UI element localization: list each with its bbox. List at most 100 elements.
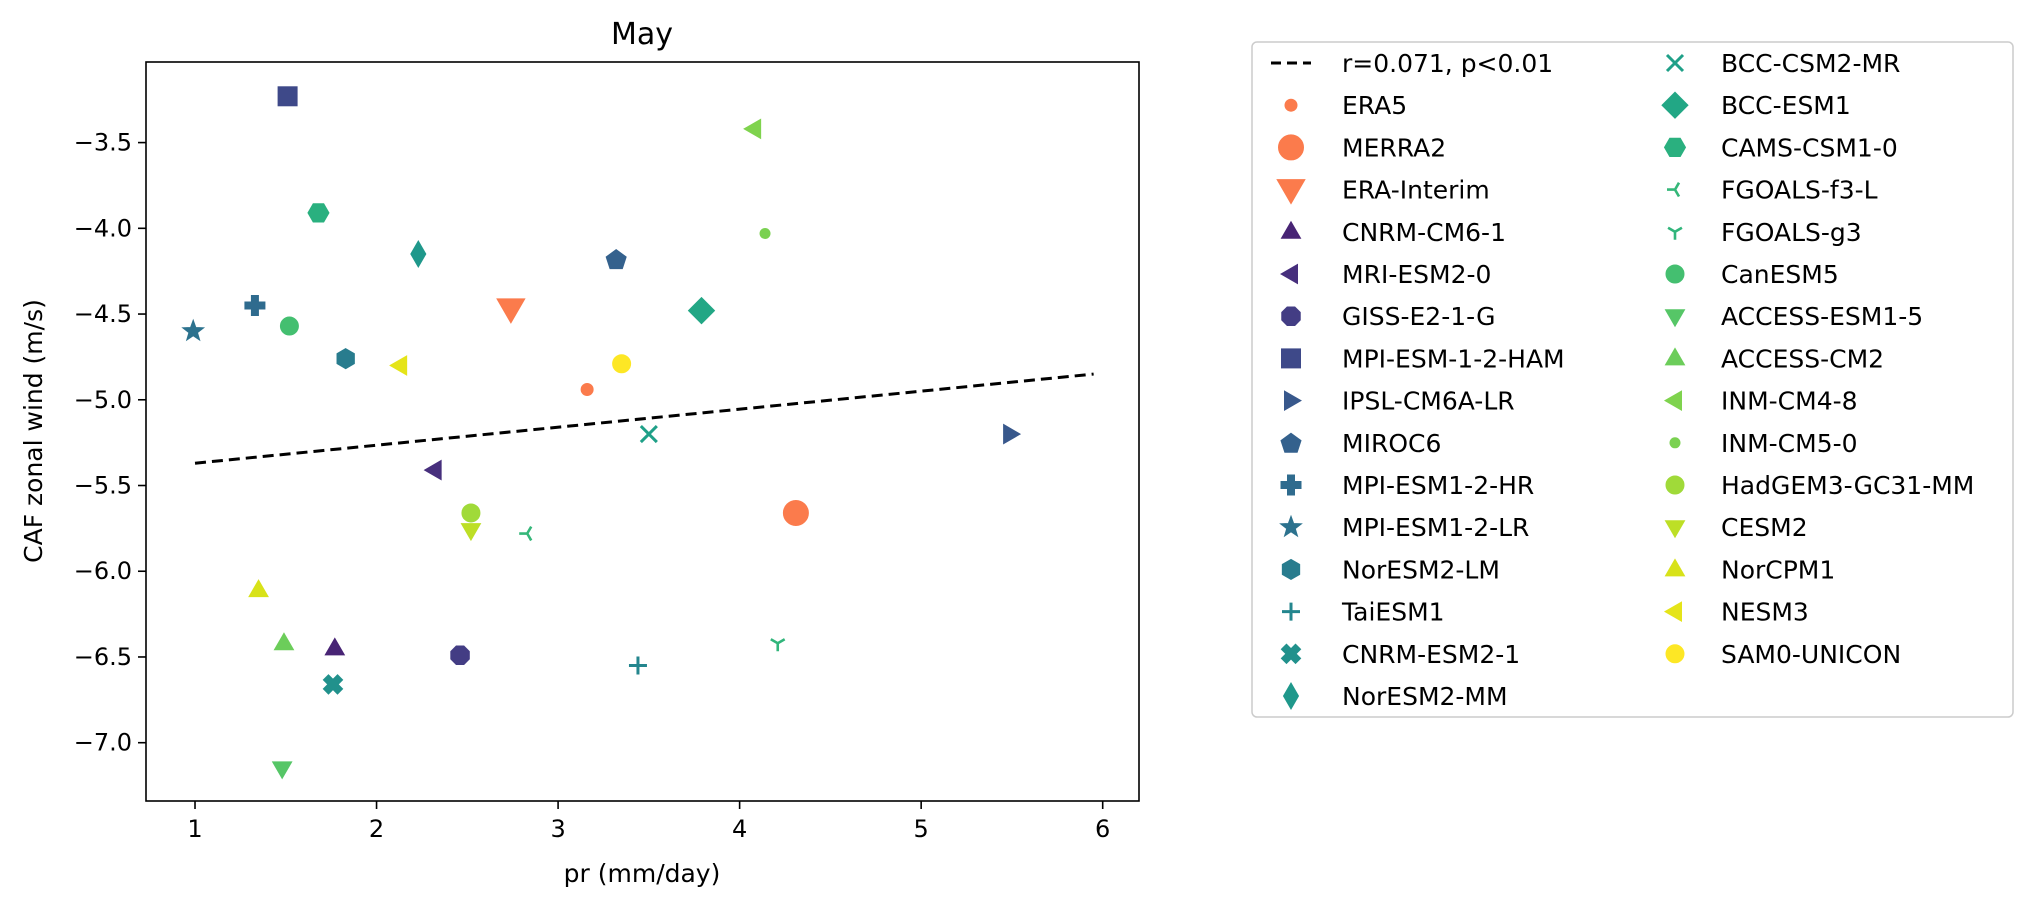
legend-marker — [1280, 643, 1302, 665]
legend-marker — [1284, 390, 1302, 411]
legend-marker — [1281, 348, 1301, 369]
data-point — [423, 459, 442, 481]
legend-label: GISS-E2-1-G — [1342, 302, 1495, 331]
legend-marker — [1664, 558, 1686, 577]
legend-label: MERRA2 — [1342, 133, 1446, 162]
regression-line — [194, 372, 1094, 465]
legend-label: ACCESS-ESM1-5 — [1721, 302, 1923, 331]
legend-label: FGOALS-f3-L — [1721, 176, 1878, 205]
legend-marker — [1664, 520, 1686, 539]
data-point — [322, 674, 344, 695]
legend-box — [1251, 41, 2014, 718]
legend-label: BCC-ESM1 — [1721, 91, 1851, 120]
legend-label: MIROC6 — [1342, 429, 1441, 458]
data-point — [580, 382, 594, 396]
x-axis-label: pr (mm/day) — [564, 859, 721, 888]
plot-area — [181, 86, 1094, 780]
legend-label: NorCPM1 — [1721, 555, 1835, 584]
y-tick-label: −5.5 — [74, 472, 132, 500]
legend-label: NorESM2-MM — [1342, 682, 1508, 711]
legend-marker — [1664, 309, 1686, 328]
data-point — [307, 203, 330, 223]
legend-label: MPI-ESM1-2-LR — [1342, 513, 1529, 542]
legend-label: NorESM2-LM — [1342, 555, 1500, 584]
data-point — [496, 298, 526, 324]
data-point — [782, 499, 809, 526]
data-point — [639, 425, 658, 444]
legend-label: ERA5 — [1342, 91, 1407, 120]
x-tick-label: 6 — [1095, 815, 1110, 843]
data-point — [519, 525, 533, 542]
legend-marker — [1281, 306, 1301, 326]
data-point — [461, 503, 481, 523]
legend-label: NESM3 — [1721, 598, 1809, 627]
legend-label: MPI-ESM1-2-HR — [1342, 471, 1534, 500]
legend-label: CanESM5 — [1721, 260, 1839, 289]
data-point — [612, 354, 632, 374]
legend-label: SAM0-UNICON — [1721, 640, 1901, 669]
legend-label: CNRM-CM6-1 — [1342, 218, 1506, 247]
y-axis-label: CAF zonal wind (m/s) — [19, 299, 48, 563]
legend-marker — [1665, 644, 1685, 664]
y-tick-label: −6.0 — [74, 557, 132, 585]
data-point — [410, 240, 427, 269]
data-point — [273, 632, 295, 651]
data-point — [628, 656, 647, 675]
legend-label: CAMS-CSM1-0 — [1721, 133, 1898, 162]
data-point — [389, 355, 408, 376]
y-tick-label: −4.5 — [74, 300, 132, 328]
data-point — [759, 227, 771, 239]
legend-label: HadGEM3-GC31-MM — [1721, 471, 1974, 500]
data-point — [248, 579, 269, 598]
legend-label: TaiESM1 — [1341, 598, 1445, 627]
legend-marker — [1282, 602, 1300, 621]
x-tick-label: 2 — [369, 815, 384, 843]
legend-label: ERA-Interim — [1342, 176, 1490, 205]
legend-marker — [1281, 558, 1301, 580]
legend-marker — [1667, 182, 1681, 198]
legend-marker — [1664, 390, 1682, 411]
legend-marker — [1661, 91, 1689, 119]
x-tick-label: 3 — [550, 815, 565, 843]
data-point — [324, 637, 346, 656]
data-point — [277, 86, 298, 107]
legend-label: r=0.071, p<0.01 — [1342, 49, 1553, 78]
legend-marker — [1282, 681, 1300, 711]
legend-marker — [1280, 220, 1302, 239]
y-axis: −3.5 −4.0 −4.5 −5.0 −5.5 −6.0 −6.5 −7.0 — [74, 129, 146, 757]
legend-marker — [1279, 514, 1303, 538]
x-tick-label: 5 — [914, 815, 929, 843]
y-tick-label: −7.0 — [74, 729, 132, 757]
legend: r=0.071, p<0.01 ERA5 MERRA2 ERA-Interim CNRM… — [1251, 41, 2014, 718]
legend-label: CNRM-ESM2-1 — [1342, 640, 1520, 669]
legend-marker — [1665, 264, 1685, 284]
data-point — [244, 294, 266, 316]
legend-label: BCC-CSM2-MR — [1721, 49, 1900, 78]
legend-marker — [1280, 263, 1298, 285]
legend-marker — [1278, 134, 1304, 161]
legend-marker — [1664, 347, 1686, 366]
legend-marker — [1667, 226, 1683, 240]
data-point — [770, 638, 786, 652]
data-point — [605, 249, 627, 270]
legend-label: MPI-ESM-1-2-HAM — [1342, 344, 1565, 373]
data-point — [450, 645, 470, 665]
y-tick-label: −3.5 — [74, 129, 132, 157]
legend-label: IPSL-CM6A-LR — [1342, 387, 1515, 416]
legend-label: FGOALS-g3 — [1721, 218, 1862, 247]
legend-marker — [1665, 475, 1685, 495]
legend-marker — [1280, 432, 1302, 453]
legend-label: INM-CM4-8 — [1721, 387, 1858, 416]
y-tick-label: −6.5 — [74, 643, 132, 671]
x-tick-label: 1 — [187, 815, 202, 843]
chart-title: May — [611, 17, 673, 52]
data-point — [271, 761, 293, 780]
legend-marker — [1284, 98, 1298, 112]
legend-marker — [1663, 137, 1687, 157]
legend-label: MRI-ESM2-0 — [1342, 260, 1491, 289]
legend-label: ACCESS-CM2 — [1721, 344, 1884, 373]
x-tick-label: 4 — [732, 815, 747, 843]
data-point — [279, 316, 299, 336]
x-axis: 1 2 3 4 5 6 — [187, 801, 1110, 843]
